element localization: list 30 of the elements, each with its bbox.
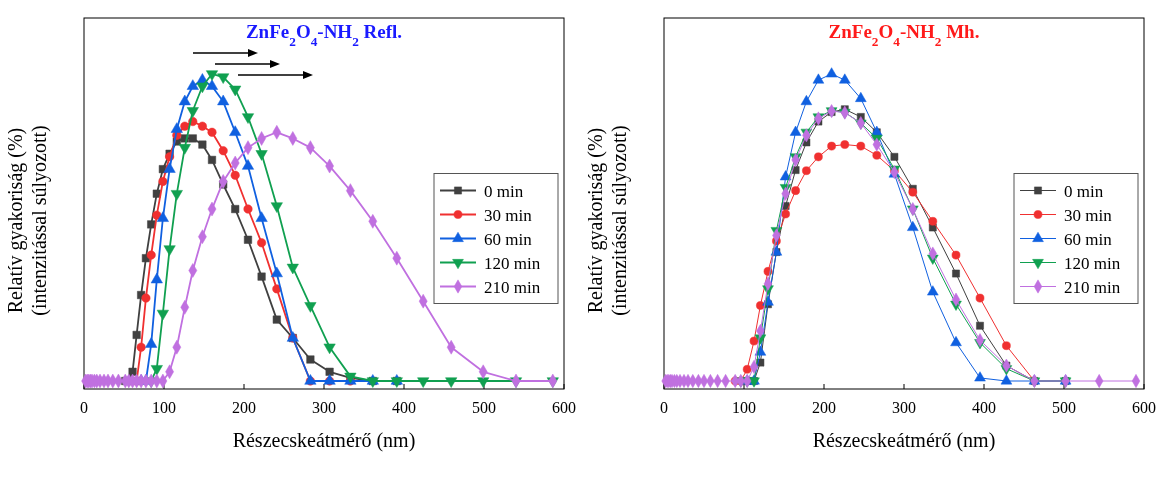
legend-label: 30 min	[484, 205, 533, 225]
legend-label: 120 min	[484, 253, 541, 273]
legend-label: 210 min	[1064, 277, 1121, 297]
legend-label: 210 min	[484, 277, 541, 297]
y-axis-title: Relatív gyakoriság (%) (intenzitással súlyozott)	[584, 125, 631, 316]
x-axis-title: Részecskeátmérő (nm)	[232, 429, 416, 452]
x-tick-label: 200	[812, 399, 836, 416]
x-tick-label: 0	[660, 399, 668, 416]
x-tick-label: 300	[892, 399, 916, 416]
legend-label: 30 min	[1064, 205, 1113, 225]
chart-title: ZnFe$_{2}$O$_{4}$-NH$_{2}$ Mh.	[828, 21, 980, 49]
x-tick-label: 600	[1132, 399, 1156, 416]
x-tick-label: 500	[1052, 399, 1076, 416]
x-tick-label: 200	[232, 399, 256, 416]
legend-label: 120 min	[1064, 253, 1121, 273]
x-tick-label: 100	[152, 399, 176, 416]
x-axis-title: Részecskeátmérő (nm)	[812, 429, 996, 452]
y-axis-title: Relatív gyakoriság (%) (intenzitással súlyozott)	[4, 125, 51, 316]
chart-title: ZnFe$_{2}$O$_{4}$-NH$_{2}$ Refl.	[245, 21, 403, 49]
x-tick-label: 0	[80, 399, 88, 416]
x-tick-label: 600	[552, 399, 576, 416]
x-tick-label: 300	[312, 399, 336, 416]
legend-label: 60 min	[1064, 229, 1113, 249]
legend-label: 0 min	[1064, 181, 1104, 201]
x-tick-label: 500	[472, 399, 496, 416]
x-tick-label: 100	[732, 399, 756, 416]
x-tick-label: 400	[392, 399, 416, 416]
legend-label: 0 min	[484, 181, 524, 201]
legend-label: 60 min	[484, 229, 533, 249]
x-tick-label: 400	[972, 399, 996, 416]
